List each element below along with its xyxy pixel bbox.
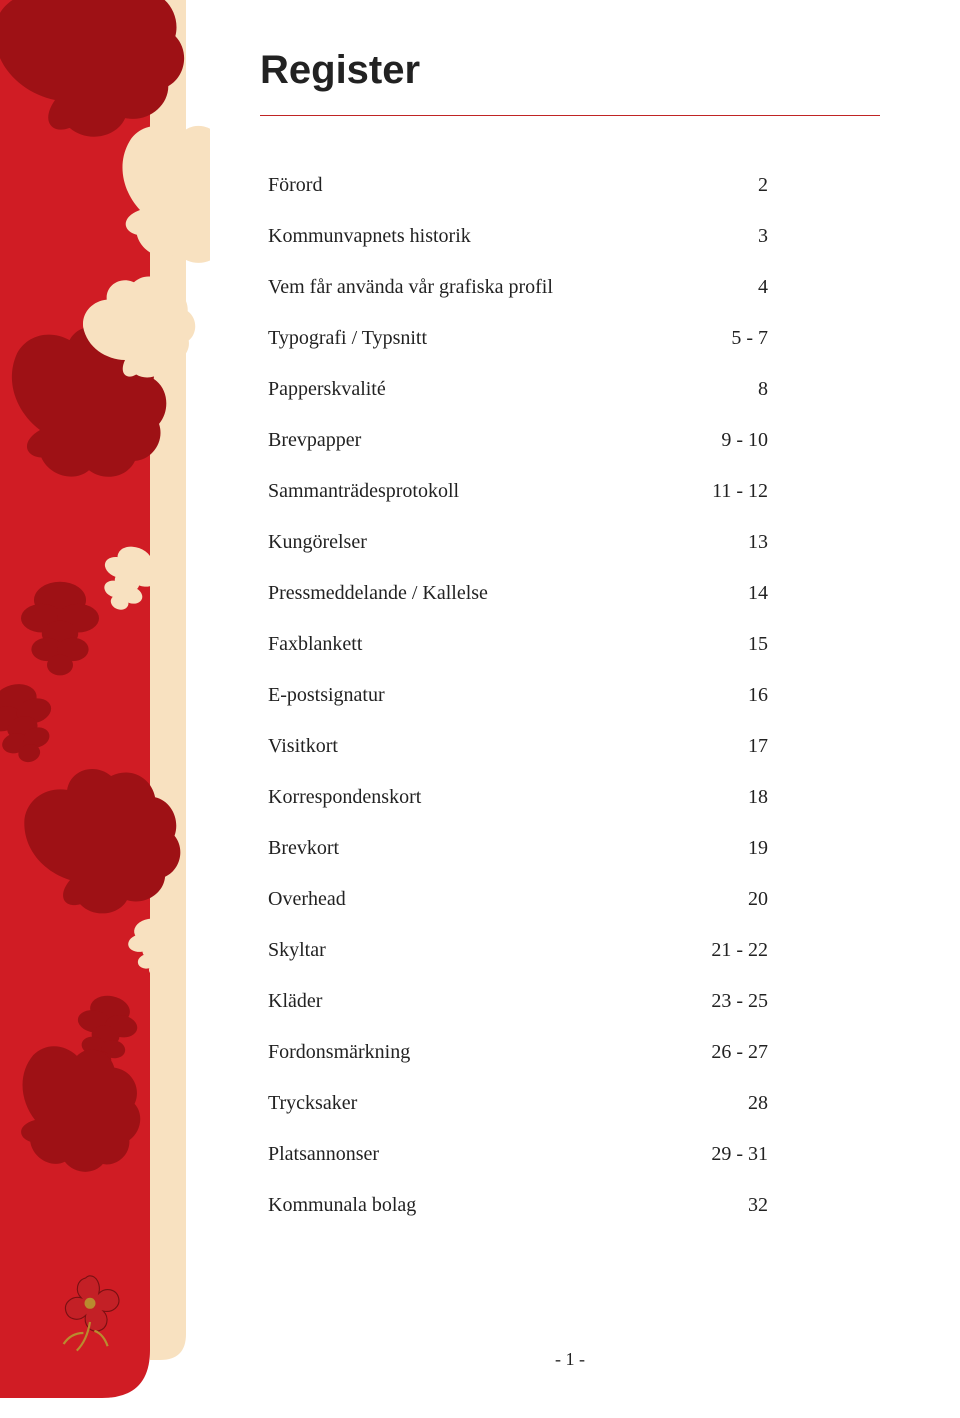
toc-page: 11 - 12 [708, 480, 768, 503]
toc-row: Brevpapper 9 - 10 [268, 429, 768, 452]
table-of-contents: Förord 2 Kommunvapnets historik 3 Vem får an… [268, 174, 768, 1217]
toc-label: Papperskvalité [268, 378, 386, 401]
toc-row: Fordonsmärkning 26 - 27 [268, 1041, 768, 1064]
toc-page: 15 [708, 633, 768, 656]
toc-row: Platsannonser 29 - 31 [268, 1143, 768, 1166]
toc-label: Typografi / Typsnitt [268, 327, 427, 350]
toc-label: Kläder [268, 990, 322, 1013]
toc-page: 13 [708, 531, 768, 554]
toc-row: Brevkort 19 [268, 837, 768, 860]
toc-row: Papperskvalité 8 [268, 378, 768, 401]
page-title: Register [260, 48, 880, 93]
toc-label: Kommunvapnets historik [268, 225, 471, 248]
toc-row: Trycksaker 28 [268, 1092, 768, 1115]
toc-label: Korrespondenskort [268, 786, 421, 809]
toc-label: Skyltar [268, 939, 326, 962]
toc-page: 21 - 22 [708, 939, 768, 962]
toc-label: Vem får använda vår grafiska profil [268, 276, 553, 299]
toc-label: Brevpapper [268, 429, 361, 452]
toc-page: 4 [708, 276, 768, 299]
toc-page: 26 - 27 [708, 1041, 768, 1064]
toc-row: Kommunala bolag 32 [268, 1194, 768, 1217]
toc-page: 9 - 10 [708, 429, 768, 452]
toc-label: Platsannonser [268, 1143, 379, 1166]
toc-page: 2 [708, 174, 768, 197]
toc-page: 14 [708, 582, 768, 605]
toc-page: 29 - 31 [708, 1143, 768, 1166]
toc-label: Pressmeddelande / Kallelse [268, 582, 488, 605]
toc-label: Förord [268, 174, 322, 197]
title-underline [260, 115, 880, 116]
toc-page: 8 [708, 378, 768, 401]
toc-page: 23 - 25 [708, 990, 768, 1013]
toc-page: 20 [708, 888, 768, 911]
toc-label: Kommunala bolag [268, 1194, 416, 1217]
toc-label: Overhead [268, 888, 346, 911]
toc-page: 19 [708, 837, 768, 860]
toc-label: Visitkort [268, 735, 338, 758]
toc-row: Pressmeddelande / Kallelse 14 [268, 582, 768, 605]
toc-page: 16 [708, 684, 768, 707]
toc-label: Brevkort [268, 837, 339, 860]
toc-row: Korrespondenskort 18 [268, 786, 768, 809]
toc-page: 5 - 7 [708, 327, 768, 350]
toc-label: Kungörelser [268, 531, 367, 554]
toc-row: Sammanträdesprotokoll 11 - 12 [268, 480, 768, 503]
toc-page: 28 [708, 1092, 768, 1115]
toc-row: Skyltar 21 - 22 [268, 939, 768, 962]
toc-label: Trycksaker [268, 1092, 357, 1115]
page-number: - 1 - [260, 1349, 880, 1370]
toc-label: Faxblankett [268, 633, 362, 656]
toc-label: Fordonsmärkning [268, 1041, 410, 1064]
toc-row: Förord 2 [268, 174, 768, 197]
toc-row: Kommunvapnets historik 3 [268, 225, 768, 248]
page-content: Register Förord 2 Kommunvapnets historik 3 V… [0, 0, 960, 1418]
toc-row: Typografi / Typsnitt 5 - 7 [268, 327, 768, 350]
toc-row: Kungörelser 13 [268, 531, 768, 554]
toc-page: 32 [708, 1194, 768, 1217]
toc-row: Faxblankett 15 [268, 633, 768, 656]
toc-row: Overhead 20 [268, 888, 768, 911]
toc-label: Sammanträdesprotokoll [268, 480, 459, 503]
toc-row: Vem får använda vår grafiska profil 4 [268, 276, 768, 299]
toc-label: E-postsignatur [268, 684, 385, 707]
toc-page: 17 [708, 735, 768, 758]
toc-row: Kläder 23 - 25 [268, 990, 768, 1013]
toc-row: Visitkort 17 [268, 735, 768, 758]
toc-page: 3 [708, 225, 768, 248]
toc-page: 18 [708, 786, 768, 809]
toc-row: E-postsignatur 16 [268, 684, 768, 707]
